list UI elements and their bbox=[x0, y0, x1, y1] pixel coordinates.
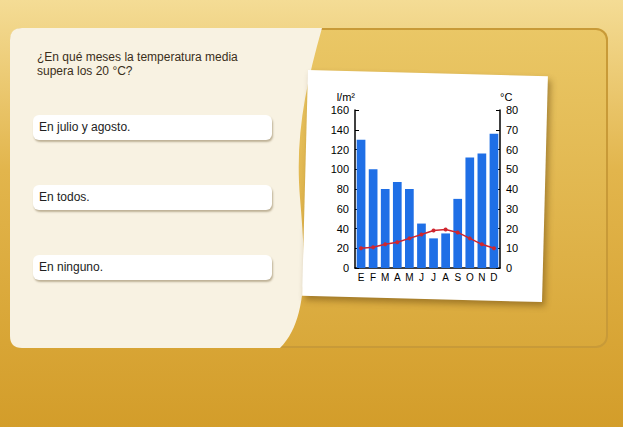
svg-text:F: F bbox=[370, 272, 376, 283]
html-text:¿En qué meses la temperatura m: ¿En qué meses la temperatura media super… bbox=[37, 50, 238, 78]
svg-text:l/m²: l/m² bbox=[337, 91, 356, 103]
svg-text:50: 50 bbox=[506, 163, 518, 175]
svg-text:°C: °C bbox=[500, 91, 512, 103]
html-text:En todos.: En todos. bbox=[39, 190, 90, 204]
svg-text:100: 100 bbox=[331, 163, 349, 175]
svg-text:20: 20 bbox=[337, 242, 349, 254]
svg-text:40: 40 bbox=[337, 223, 349, 235]
svg-text:S: S bbox=[454, 272, 461, 283]
svg-text:M: M bbox=[405, 272, 413, 283]
svg-text:O: O bbox=[466, 272, 474, 283]
html-text:En ninguno.: En ninguno. bbox=[39, 260, 104, 274]
svg-text:J: J bbox=[419, 272, 424, 283]
svg-text:M: M bbox=[381, 272, 389, 283]
svg-text:30: 30 bbox=[506, 203, 518, 215]
svg-text:40: 40 bbox=[506, 183, 518, 195]
svg-text:70: 70 bbox=[506, 124, 518, 136]
svg-text:A: A bbox=[442, 272, 449, 283]
svg-text:160: 160 bbox=[331, 104, 349, 116]
svg-text:10: 10 bbox=[506, 242, 518, 254]
svg-text:80: 80 bbox=[506, 104, 518, 116]
svg-text:20: 20 bbox=[506, 223, 518, 235]
svg-text:A: A bbox=[394, 272, 401, 283]
svg-text:60: 60 bbox=[337, 203, 349, 215]
svg-text:60: 60 bbox=[506, 144, 518, 156]
svg-text:80: 80 bbox=[337, 183, 349, 195]
svg-text:J: J bbox=[431, 272, 436, 283]
svg-text:140: 140 bbox=[331, 124, 349, 136]
svg-text:D: D bbox=[490, 272, 497, 283]
svg-text:E: E bbox=[358, 272, 365, 283]
svg-text:0: 0 bbox=[506, 262, 512, 274]
svg-text:0: 0 bbox=[343, 262, 349, 274]
html-text:En julio y agosto.: En julio y agosto. bbox=[39, 120, 131, 134]
svg-text:N: N bbox=[478, 272, 485, 283]
svg-text:120: 120 bbox=[331, 144, 349, 156]
